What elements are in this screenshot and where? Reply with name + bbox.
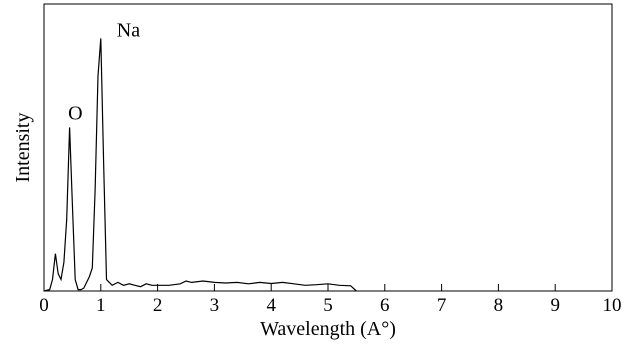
x-tick-label-1: 1 xyxy=(96,295,106,316)
x-tick-label-3: 3 xyxy=(210,295,220,316)
x-tick-label-9: 9 xyxy=(550,295,560,316)
peak-label-na: Na xyxy=(117,19,140,41)
x-tick-label-7: 7 xyxy=(437,295,447,316)
x-tick-label-8: 8 xyxy=(494,295,504,316)
x-tick-label-6: 6 xyxy=(380,295,390,316)
x-tick-label-5: 5 xyxy=(323,295,333,316)
spectrum-line xyxy=(43,38,357,292)
plot-frame xyxy=(43,3,613,292)
x-axis-label: Wavelength (A°) xyxy=(260,318,396,340)
peak-label-o: O xyxy=(68,102,82,124)
x-tick-label-10: 10 xyxy=(603,295,622,316)
x-tick-label-0: 0 xyxy=(39,295,49,316)
x-axis-tick-labels: 0 1 2 3 4 5 6 7 8 9 10 xyxy=(39,295,621,316)
x-tick-label-2: 2 xyxy=(153,295,163,316)
x-axis-ticks xyxy=(43,284,613,291)
y-axis-label: Intensity xyxy=(12,113,34,183)
x-tick-label-4: 4 xyxy=(266,295,276,316)
peak-labels: O Na xyxy=(68,19,140,124)
